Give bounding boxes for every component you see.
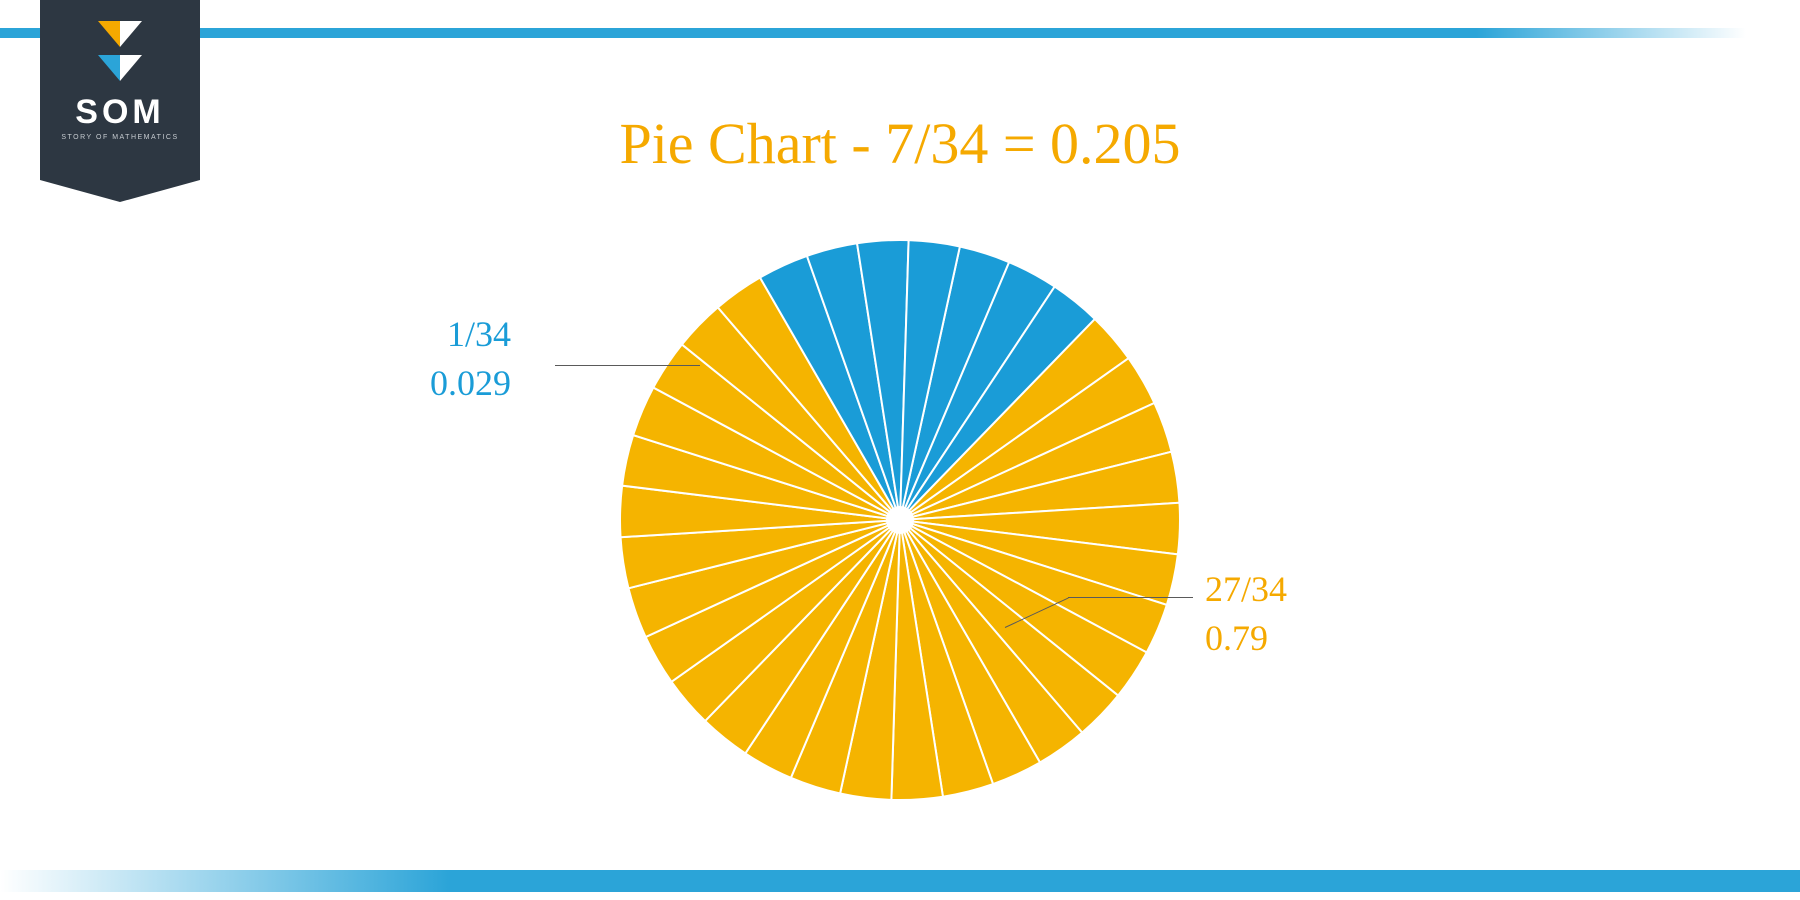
logo-badge: SOM STORY OF MATHEMATICS: [40, 0, 200, 180]
label-left: 1/34 0.029: [430, 310, 511, 407]
label-right-decimal: 0.79: [1205, 614, 1287, 663]
leader-line-left: [555, 365, 700, 366]
bottom-accent-bar: [0, 870, 1800, 892]
logo-text: SOM: [75, 95, 164, 129]
logo-mark-icon: [90, 21, 150, 81]
label-left-fraction: 1/34: [430, 310, 511, 359]
label-right: 27/34 0.79: [1205, 565, 1287, 662]
leader-line-right-2: [1068, 597, 1193, 598]
top-accent-bar: [0, 28, 1800, 38]
label-right-fraction: 27/34: [1205, 565, 1287, 614]
chart-title: Pie Chart - 7/34 = 0.205: [619, 110, 1180, 177]
pie-chart: [620, 240, 1180, 800]
logo-tagline: STORY OF MATHEMATICS: [61, 134, 178, 141]
label-left-decimal: 0.029: [430, 359, 511, 408]
